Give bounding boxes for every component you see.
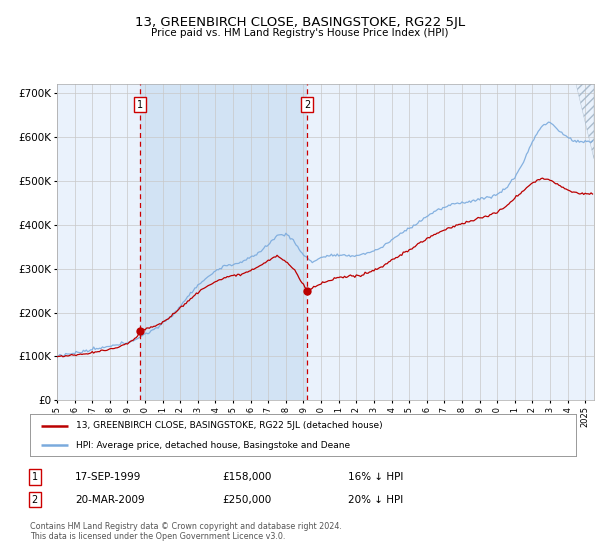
- Text: 17-SEP-1999: 17-SEP-1999: [75, 472, 142, 482]
- Text: Price paid vs. HM Land Registry's House Price Index (HPI): Price paid vs. HM Land Registry's House …: [151, 28, 449, 38]
- Text: 13, GREENBIRCH CLOSE, BASINGSTOKE, RG22 5JL (detached house): 13, GREENBIRCH CLOSE, BASINGSTOKE, RG22 …: [76, 421, 383, 430]
- Text: £158,000: £158,000: [222, 472, 271, 482]
- Text: HPI: Average price, detached house, Basingstoke and Deane: HPI: Average price, detached house, Basi…: [76, 441, 350, 450]
- Text: 13, GREENBIRCH CLOSE, BASINGSTOKE, RG22 5JL: 13, GREENBIRCH CLOSE, BASINGSTOKE, RG22 …: [135, 16, 465, 29]
- Text: 16% ↓ HPI: 16% ↓ HPI: [348, 472, 403, 482]
- Bar: [140, 84, 307, 400]
- Text: 2: 2: [304, 100, 310, 110]
- Text: 20-MAR-2009: 20-MAR-2009: [75, 494, 145, 505]
- Text: £250,000: £250,000: [222, 494, 271, 505]
- Text: 2: 2: [32, 494, 38, 505]
- Text: 1: 1: [32, 472, 38, 482]
- Text: 1: 1: [137, 100, 143, 110]
- Text: Contains HM Land Registry data © Crown copyright and database right 2024.
This d: Contains HM Land Registry data © Crown c…: [30, 522, 342, 542]
- Text: 20% ↓ HPI: 20% ↓ HPI: [348, 494, 403, 505]
